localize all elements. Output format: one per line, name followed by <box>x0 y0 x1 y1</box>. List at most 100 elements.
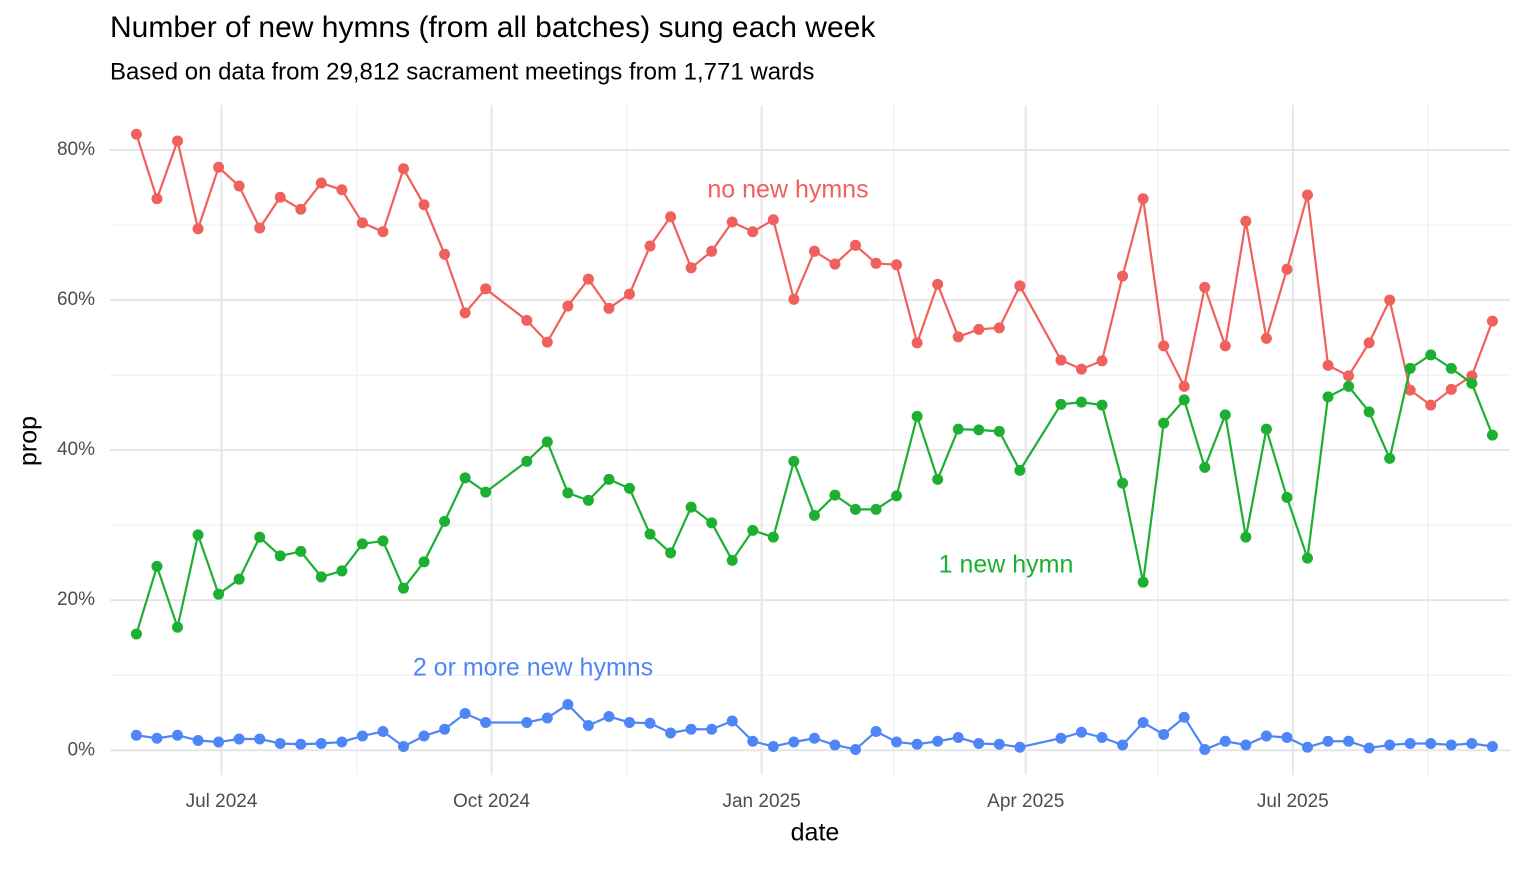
data-point <box>808 245 820 257</box>
data-point <box>1486 429 1498 441</box>
data-point <box>1343 735 1355 747</box>
data-point <box>1425 399 1437 411</box>
y-tick-label: 0% <box>68 739 96 760</box>
data-point <box>562 487 574 499</box>
data-point <box>788 455 800 467</box>
data-point <box>213 161 225 173</box>
data-point <box>1055 354 1067 366</box>
data-point <box>562 300 574 312</box>
data-point <box>274 191 286 203</box>
data-point <box>1117 477 1129 489</box>
data-point <box>582 719 594 731</box>
data-point <box>254 733 266 745</box>
data-point <box>418 730 430 742</box>
x-tick-label: Jul 2025 <box>1257 791 1329 812</box>
data-point <box>459 472 471 484</box>
data-point <box>1281 491 1293 503</box>
data-point <box>1137 716 1149 728</box>
data-point <box>829 739 841 751</box>
data-point <box>973 323 985 335</box>
data-point <box>1301 552 1313 564</box>
data-point <box>1466 377 1478 389</box>
data-point <box>1158 728 1170 740</box>
chart-subtitle: Based on data from 29,812 sacrament meet… <box>110 58 814 85</box>
data-point <box>1219 409 1231 421</box>
y-tick-label: 20% <box>57 589 95 610</box>
data-point <box>932 473 944 485</box>
data-point <box>767 740 779 752</box>
data-point <box>891 490 903 502</box>
data-point <box>911 337 923 349</box>
data-point <box>1322 391 1334 403</box>
data-point <box>993 425 1005 437</box>
data-point <box>1158 340 1170 352</box>
data-point <box>603 710 615 722</box>
data-point <box>870 725 882 737</box>
data-point <box>747 735 759 747</box>
data-point <box>336 736 348 748</box>
data-point <box>1096 355 1108 367</box>
data-point <box>418 556 430 568</box>
data-point <box>1096 399 1108 411</box>
data-point <box>356 538 368 550</box>
data-point <box>1240 531 1252 543</box>
data-point <box>1178 394 1190 406</box>
series-label: no new hymns <box>707 176 868 204</box>
data-point <box>1014 280 1026 292</box>
data-point <box>726 216 738 228</box>
data-point <box>295 545 307 557</box>
data-point <box>480 486 492 498</box>
data-point <box>1425 737 1437 749</box>
data-point <box>911 410 923 422</box>
data-point <box>213 588 225 600</box>
data-point <box>1137 193 1149 205</box>
data-point <box>1343 370 1355 382</box>
series-label: 1 new hymn <box>939 551 1074 579</box>
data-point <box>582 494 594 506</box>
data-point <box>1199 281 1211 293</box>
data-point <box>747 226 759 238</box>
data-point <box>952 423 964 435</box>
data-point <box>788 736 800 748</box>
data-point <box>932 278 944 290</box>
data-point <box>870 503 882 515</box>
data-point <box>993 738 1005 750</box>
data-point <box>952 731 964 743</box>
data-point <box>398 582 410 594</box>
data-point <box>254 531 266 543</box>
data-point <box>665 727 677 739</box>
data-point <box>1055 398 1067 410</box>
data-point <box>911 738 923 750</box>
data-point <box>1117 270 1129 282</box>
data-point <box>377 725 389 737</box>
data-point <box>685 723 697 735</box>
data-point <box>1178 380 1190 392</box>
data-point <box>788 293 800 305</box>
data-point <box>439 248 451 260</box>
data-point <box>1322 359 1334 371</box>
data-point <box>274 737 286 749</box>
data-point <box>1384 739 1396 751</box>
data-point <box>1219 340 1231 352</box>
data-point <box>726 715 738 727</box>
data-point <box>192 223 204 235</box>
data-point <box>213 736 225 748</box>
data-point <box>172 621 184 633</box>
data-point <box>377 535 389 547</box>
data-point <box>1404 362 1416 374</box>
data-point <box>151 732 163 744</box>
data-point <box>706 517 718 529</box>
series-label: 2 or more new hymns <box>413 654 653 682</box>
data-point <box>1301 741 1313 753</box>
y-tick-label: 40% <box>57 439 95 460</box>
data-point <box>1014 464 1026 476</box>
data-point <box>1240 739 1252 751</box>
x-tick-label: Oct 2024 <box>453 791 531 812</box>
data-point <box>829 258 841 270</box>
data-point <box>1117 739 1129 751</box>
data-point <box>582 273 594 285</box>
data-point <box>1343 380 1355 392</box>
data-point <box>747 524 759 536</box>
data-point <box>172 729 184 741</box>
